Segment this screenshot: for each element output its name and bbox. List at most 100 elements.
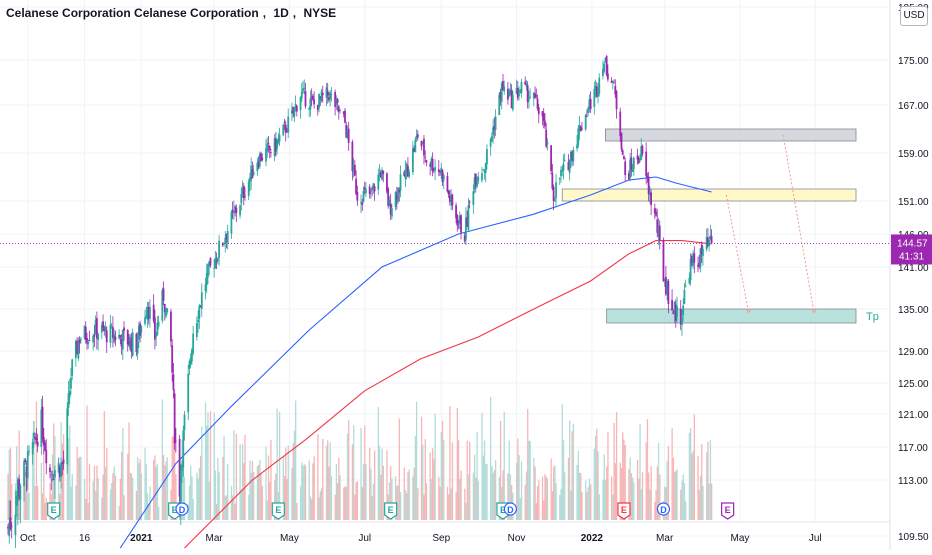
volume-bar: [590, 484, 592, 520]
candle-body: [273, 138, 276, 156]
candle-body: [431, 158, 434, 172]
volume-bar: [494, 460, 497, 520]
volume-bar: [364, 425, 366, 520]
candle-body: [114, 336, 117, 340]
volume-bar: [536, 485, 539, 520]
candle-body: [156, 322, 159, 335]
candle-body: [382, 170, 385, 175]
volume-bar: [657, 443, 660, 520]
candle-body: [337, 106, 340, 112]
candle-body: [656, 219, 659, 233]
candle-body: [302, 88, 304, 92]
candle-body: [520, 82, 523, 94]
earnings-marker[interactable]: E: [47, 502, 61, 520]
candle-body: [518, 93, 520, 96]
candle-body: [334, 91, 337, 107]
candle-body: [650, 192, 652, 206]
candle-body: [346, 130, 349, 138]
exchange-label: NYSE: [303, 6, 337, 20]
candle-body: [62, 459, 65, 464]
volume-bar: [88, 463, 91, 520]
volume-bar: [648, 472, 650, 520]
volume-bar: [287, 445, 289, 520]
earnings-marker[interactable]: E: [721, 502, 735, 520]
candle-body: [258, 153, 261, 167]
candle-body: [460, 215, 462, 233]
candle-body: [310, 96, 313, 98]
candle-body: [597, 90, 599, 97]
candle-body: [447, 190, 450, 195]
candle-body: [371, 187, 374, 190]
candle-body: [587, 107, 590, 114]
marker-shape: [175, 502, 189, 516]
ma-short-line: [119, 176, 712, 549]
y-tick-label: 113.00: [898, 476, 928, 487]
x-tick-label: 2021: [130, 533, 153, 544]
volume-bar: [671, 428, 673, 520]
candle-body: [424, 156, 427, 158]
volume-bar: [209, 411, 212, 520]
candle-body: [339, 109, 341, 112]
volume-bar: [710, 483, 713, 520]
currency-button[interactable]: USD: [900, 6, 928, 26]
dividend-marker[interactable]: D: [503, 502, 517, 516]
volume-bar: [581, 492, 583, 520]
candle-body: [172, 374, 175, 390]
volume-bar: [515, 462, 518, 520]
candle-body: [676, 306, 678, 317]
volume-bar: [580, 472, 582, 520]
candle-body: [653, 208, 656, 214]
dividend-marker[interactable]: D: [175, 502, 189, 516]
earnings-marker[interactable]: E: [271, 502, 285, 520]
candle-body: [679, 308, 682, 325]
volume-bar: [636, 459, 639, 520]
candle-body: [221, 243, 224, 245]
volume-bar: [594, 435, 597, 520]
volume-bar: [528, 440, 530, 520]
marker-letter: E: [51, 505, 57, 515]
volume-bar: [550, 458, 552, 520]
volume-bar: [369, 447, 371, 520]
candle-body: [66, 408, 69, 465]
volume-bar: [312, 463, 314, 520]
volume-bar: [296, 502, 298, 520]
volume-bar: [567, 457, 570, 520]
volume-bar: [446, 486, 449, 520]
candle-body: [369, 189, 372, 192]
volume-bar: [78, 456, 81, 520]
candle-body: [226, 230, 229, 243]
volume-bar: [469, 441, 471, 520]
candle-body: [472, 191, 475, 205]
volume-bar: [356, 481, 359, 520]
volume-bar: [430, 478, 433, 520]
candle-body: [179, 468, 182, 502]
candle-body: [83, 326, 86, 339]
candle-body: [105, 330, 108, 343]
candle-body: [239, 205, 241, 216]
volume-bar: [148, 504, 150, 520]
candle-body: [119, 335, 122, 338]
earnings-marker[interactable]: E: [384, 502, 398, 520]
volume-bar: [336, 483, 339, 520]
volume-bar: [259, 459, 261, 520]
marker-letter: E: [500, 505, 506, 515]
candle-body: [319, 96, 322, 99]
volume-bar: [164, 465, 166, 520]
candle-body: [336, 98, 339, 103]
dividend-marker[interactable]: D: [656, 502, 671, 516]
candle-body: [79, 338, 82, 341]
earnings-marker[interactable]: E: [617, 502, 631, 520]
candle-body: [342, 111, 345, 115]
candle-body: [640, 146, 643, 160]
volume-bar: [230, 485, 233, 520]
volume-bar: [691, 453, 693, 520]
volume-bar: [285, 447, 287, 520]
marker-shape: [617, 502, 631, 520]
volume-bar: [443, 439, 445, 520]
candle-body: [588, 99, 591, 108]
volume-bar: [83, 478, 86, 520]
candle-body: [44, 442, 46, 451]
volume-bar: [320, 487, 323, 520]
